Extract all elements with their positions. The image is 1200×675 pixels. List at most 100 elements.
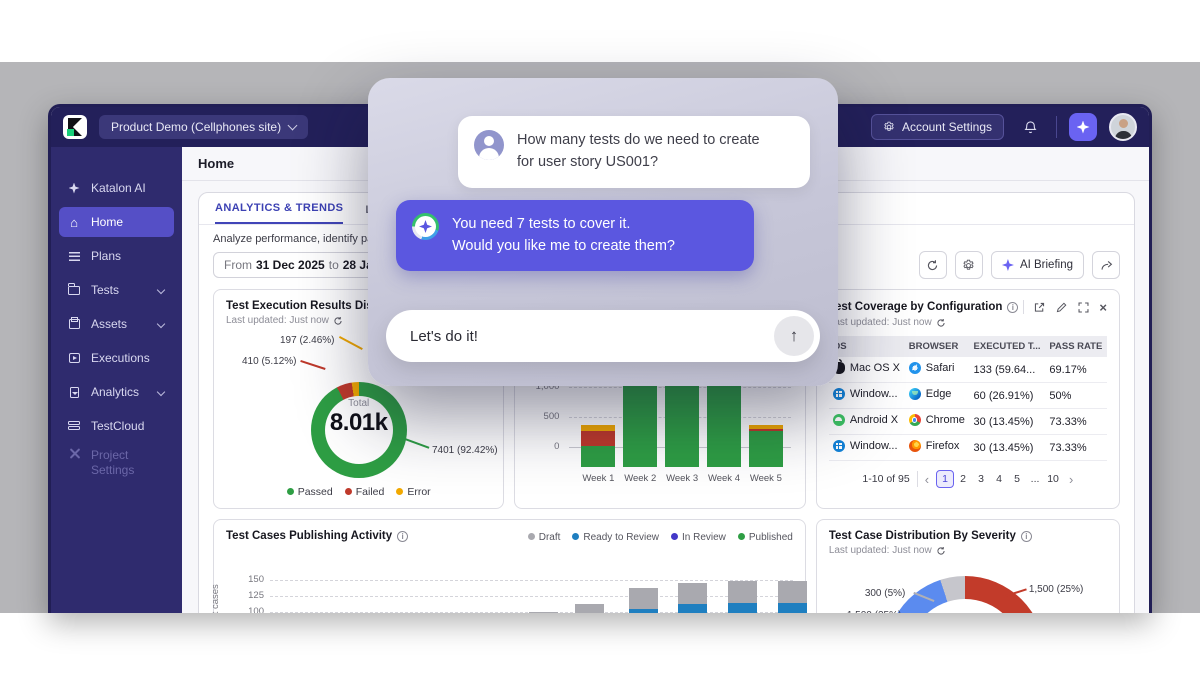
info-icon[interactable]: i: [397, 530, 409, 542]
last-updated: Last updated: Just now: [226, 315, 329, 326]
sidebar-item-label: Executions: [91, 351, 150, 365]
legend-dot: [670, 533, 678, 540]
sidebar-item-testcloud[interactable]: TestCloud: [59, 411, 174, 441]
tools-icon: [67, 448, 81, 459]
share-arrow-icon: [1100, 260, 1112, 270]
table-row[interactable]: Window... Firefox 30 (13.45%) 73.33%: [828, 434, 1107, 461]
refresh-icon[interactable]: [936, 318, 946, 328]
total-value: 8.01k: [329, 409, 388, 436]
panel-description: Analyze performance, identify patterns,: [213, 233, 404, 245]
y-tick: 500: [543, 410, 560, 422]
refresh-icon[interactable]: [936, 546, 946, 556]
table-row[interactable]: Android X Chrome 30 (13.45%) 73.33%: [828, 408, 1107, 435]
divider: [1023, 300, 1025, 314]
publishing-bar[interactable]: [678, 582, 707, 613]
publishing-bar[interactable]: [529, 612, 558, 613]
col-pass-rate[interactable]: PASS RATE: [1045, 336, 1107, 357]
expand-icon[interactable]: [1077, 301, 1090, 314]
gridline: [270, 580, 793, 581]
settings-button[interactable]: [954, 251, 983, 279]
account-settings-button[interactable]: Account Settings: [870, 114, 1004, 140]
sidebar-item-executions[interactable]: Executions: [59, 343, 174, 373]
legend-item-draft: Draft: [527, 532, 560, 543]
ai-briefing-label: AI Briefing: [1019, 259, 1073, 271]
gear-icon: [963, 259, 975, 270]
user-avatar[interactable]: [1109, 113, 1137, 141]
sparkle-icon: [67, 182, 81, 194]
bar-segment-passed: [748, 431, 783, 467]
sidebar-item-plans[interactable]: Plans: [59, 241, 174, 271]
publishing-bar[interactable]: [728, 581, 757, 613]
share-button[interactable]: [1092, 251, 1120, 279]
page-button[interactable]: 5: [1014, 473, 1020, 485]
folder-icon: [67, 283, 81, 295]
widget-execution-distribution: Test Execution Results Distribution i La…: [213, 289, 505, 509]
blue-slice-label: 1,500 (25%): [847, 610, 901, 613]
severity-donut-chart[interactable]: [884, 576, 1045, 613]
project-selector[interactable]: Product Demo (Cellphones site): [99, 115, 309, 139]
chevron-down-icon: [156, 319, 166, 329]
week-bar[interactable]: [581, 425, 616, 467]
sidebar-item-katalon-ai[interactable]: Katalon AI: [59, 173, 174, 203]
error-slice-label: 197 (2.46%): [280, 335, 335, 346]
sidebar-item-project-settings[interactable]: Project Settings: [59, 445, 174, 483]
donut-chart[interactable]: [310, 382, 407, 478]
publishing-bar[interactable]: [778, 581, 807, 613]
info-icon[interactable]: i: [1020, 530, 1032, 542]
legend-dot: [572, 533, 580, 540]
widget-title: Test Case Distribution By Severity: [828, 530, 1016, 542]
publishing-bar-chart[interactable]: Number of test cases 150 125 100: [210, 554, 807, 613]
page-button[interactable]: 4: [996, 473, 1002, 485]
user-message-text: How many tests do we need to create for …: [517, 132, 760, 170]
page-button[interactable]: 2: [960, 473, 966, 485]
widget-severity-distribution: Test Case Distribution By Severity i Las…: [815, 519, 1120, 613]
sidebar-item-label: Katalon AI: [91, 181, 146, 195]
sidebar-item-analytics[interactable]: Analytics: [59, 377, 174, 407]
col-browser[interactable]: BROWSER: [904, 336, 970, 357]
x-tick: Week 2: [624, 473, 657, 484]
table-row[interactable]: Mac OS X Safari 133 (59.64... 69.17%: [828, 357, 1107, 383]
leader-line: [402, 437, 430, 449]
send-button[interactable]: ↑: [774, 316, 814, 356]
publishing-bar[interactable]: [629, 587, 658, 613]
prev-page-icon[interactable]: ‹: [924, 471, 930, 487]
refresh-button[interactable]: [918, 251, 947, 279]
col-executed[interactable]: EXECUTED T...: [969, 336, 1046, 357]
widget-test-coverage: Test Coverage by Configuration i ×: [815, 289, 1120, 509]
refresh-icon[interactable]: [333, 316, 343, 326]
x-tick: Week 3: [666, 473, 699, 484]
next-page-icon[interactable]: ›: [1069, 471, 1074, 487]
publishing-legend: Draft Ready to Review In Review Publishe…: [527, 532, 793, 543]
sidebar-item-tests[interactable]: Tests: [59, 275, 174, 305]
bar-segment-ready-to-review: [678, 604, 707, 613]
bar-segment-failed: [581, 431, 616, 446]
tab-analytics-trends[interactable]: ANALYTICS & TRENDS: [215, 202, 344, 224]
x-tick: Week 1: [582, 473, 615, 484]
export-icon[interactable]: [1033, 301, 1046, 314]
bar-segment-failed: [748, 428, 783, 431]
chat-input[interactable]: Let's do it! ↑: [386, 310, 820, 362]
windows-icon: [832, 388, 845, 400]
sidebar-item-home[interactable]: ⌂ Home: [59, 207, 174, 237]
notifications-button[interactable]: [1016, 113, 1044, 141]
col-os[interactable]: OS: [828, 336, 905, 357]
info-icon[interactable]: i: [1007, 301, 1019, 313]
pagination-ellipsis: ...: [1030, 473, 1040, 485]
failed-slice-label: 410 (5.12%): [242, 356, 297, 367]
close-icon[interactable]: ×: [1099, 300, 1107, 314]
page-button[interactable]: 1: [936, 470, 955, 488]
week-bar[interactable]: [748, 425, 783, 467]
safari-icon: [908, 362, 921, 374]
arrow-up-icon: ↑: [789, 326, 799, 345]
publishing-bar[interactable]: [575, 603, 604, 613]
page-button[interactable]: 3: [978, 473, 984, 485]
table-header-row: OS BROWSER EXECUTED T... PASS RATE: [828, 336, 1107, 357]
table-row[interactable]: Window... Edge 60 (26.91%) 50%: [828, 382, 1107, 409]
page-button[interactable]: 10: [1047, 473, 1059, 485]
sidebar-item-assets[interactable]: Assets: [59, 309, 174, 339]
ai-briefing-button[interactable]: AI Briefing: [990, 251, 1084, 279]
edit-pencil-icon[interactable]: [1055, 301, 1068, 314]
date-to-label: to: [328, 258, 339, 272]
windows-icon: [832, 440, 845, 452]
katalon-ai-button[interactable]: [1069, 113, 1097, 141]
